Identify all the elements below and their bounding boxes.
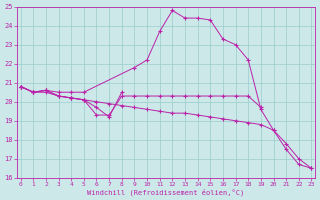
X-axis label: Windchill (Refroidissement éolien,°C): Windchill (Refroidissement éolien,°C) [87,188,245,196]
